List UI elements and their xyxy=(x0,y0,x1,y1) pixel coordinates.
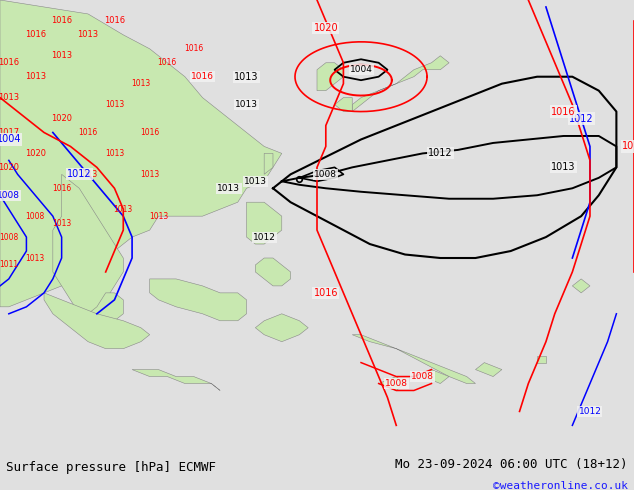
Text: 1016: 1016 xyxy=(140,128,159,137)
Text: 1013: 1013 xyxy=(105,100,124,109)
Text: 1008: 1008 xyxy=(0,233,18,242)
Polygon shape xyxy=(264,153,273,174)
Polygon shape xyxy=(573,279,590,293)
Text: 1013: 1013 xyxy=(131,79,150,88)
Polygon shape xyxy=(378,376,405,391)
Polygon shape xyxy=(353,335,476,384)
Text: 1013: 1013 xyxy=(235,72,259,82)
Text: 1013: 1013 xyxy=(113,205,133,214)
Text: 1016: 1016 xyxy=(52,184,71,193)
Polygon shape xyxy=(476,363,502,376)
Text: 1016: 1016 xyxy=(25,30,46,39)
Text: 1013: 1013 xyxy=(77,30,99,39)
Text: 1016: 1016 xyxy=(622,142,634,151)
Polygon shape xyxy=(247,202,281,244)
Polygon shape xyxy=(53,174,123,321)
Text: 1012: 1012 xyxy=(579,407,602,416)
Polygon shape xyxy=(150,279,247,321)
Text: 1013: 1013 xyxy=(140,170,159,179)
Text: 1012: 1012 xyxy=(253,233,276,242)
Text: 1013: 1013 xyxy=(0,93,20,102)
Polygon shape xyxy=(88,293,123,321)
Text: 1013: 1013 xyxy=(235,100,258,109)
Polygon shape xyxy=(423,369,449,384)
Text: 1016: 1016 xyxy=(314,288,338,298)
Text: 1016: 1016 xyxy=(104,17,125,25)
Text: 1013: 1013 xyxy=(79,170,98,179)
Text: 1011: 1011 xyxy=(0,261,18,270)
Text: 1020: 1020 xyxy=(313,23,338,33)
Text: 1008: 1008 xyxy=(411,372,434,381)
Text: Surface pressure [hPa] ECMWF: Surface pressure [hPa] ECMWF xyxy=(6,462,216,474)
Text: 1020: 1020 xyxy=(0,163,19,172)
Text: 1013: 1013 xyxy=(105,149,124,158)
Text: 1012: 1012 xyxy=(67,170,91,179)
Text: 1017: 1017 xyxy=(0,128,20,137)
Text: 1004: 1004 xyxy=(349,65,372,74)
Text: 1013: 1013 xyxy=(25,253,45,263)
Text: 1016: 1016 xyxy=(158,58,177,67)
Polygon shape xyxy=(537,356,546,363)
Text: 1013: 1013 xyxy=(51,51,72,60)
Polygon shape xyxy=(44,293,150,349)
Text: Mo 23-09-2024 06:00 UTC (18+12): Mo 23-09-2024 06:00 UTC (18+12) xyxy=(395,458,628,471)
Text: 1013: 1013 xyxy=(552,162,576,172)
Text: 1012: 1012 xyxy=(428,148,453,158)
Text: 1008: 1008 xyxy=(0,191,20,200)
Text: 1008: 1008 xyxy=(25,212,45,220)
Text: 1013: 1013 xyxy=(52,219,71,228)
Text: 1004: 1004 xyxy=(0,134,21,145)
Text: 1016: 1016 xyxy=(184,44,204,53)
Text: ©weatheronline.co.uk: ©weatheronline.co.uk xyxy=(493,481,628,490)
Text: 1016: 1016 xyxy=(191,72,214,81)
Text: 1013: 1013 xyxy=(244,177,267,186)
Text: 1016: 1016 xyxy=(0,58,20,67)
Text: 1020: 1020 xyxy=(25,149,46,158)
Text: 1013: 1013 xyxy=(25,72,46,81)
Text: 1008: 1008 xyxy=(314,170,337,179)
Polygon shape xyxy=(335,98,353,112)
Polygon shape xyxy=(256,258,290,286)
Text: 1013: 1013 xyxy=(149,212,168,220)
Text: 1008: 1008 xyxy=(385,379,408,388)
Text: 1016: 1016 xyxy=(552,106,576,117)
Polygon shape xyxy=(132,369,220,391)
Text: 1016: 1016 xyxy=(51,17,72,25)
Polygon shape xyxy=(256,314,308,342)
Text: 1013: 1013 xyxy=(217,184,240,193)
Text: 1020: 1020 xyxy=(51,114,72,123)
Text: 1016: 1016 xyxy=(79,128,98,137)
Text: 1012: 1012 xyxy=(569,114,593,123)
Polygon shape xyxy=(317,63,344,91)
Text: 1020: 1020 xyxy=(0,191,18,200)
Polygon shape xyxy=(353,56,449,112)
Polygon shape xyxy=(0,0,281,307)
